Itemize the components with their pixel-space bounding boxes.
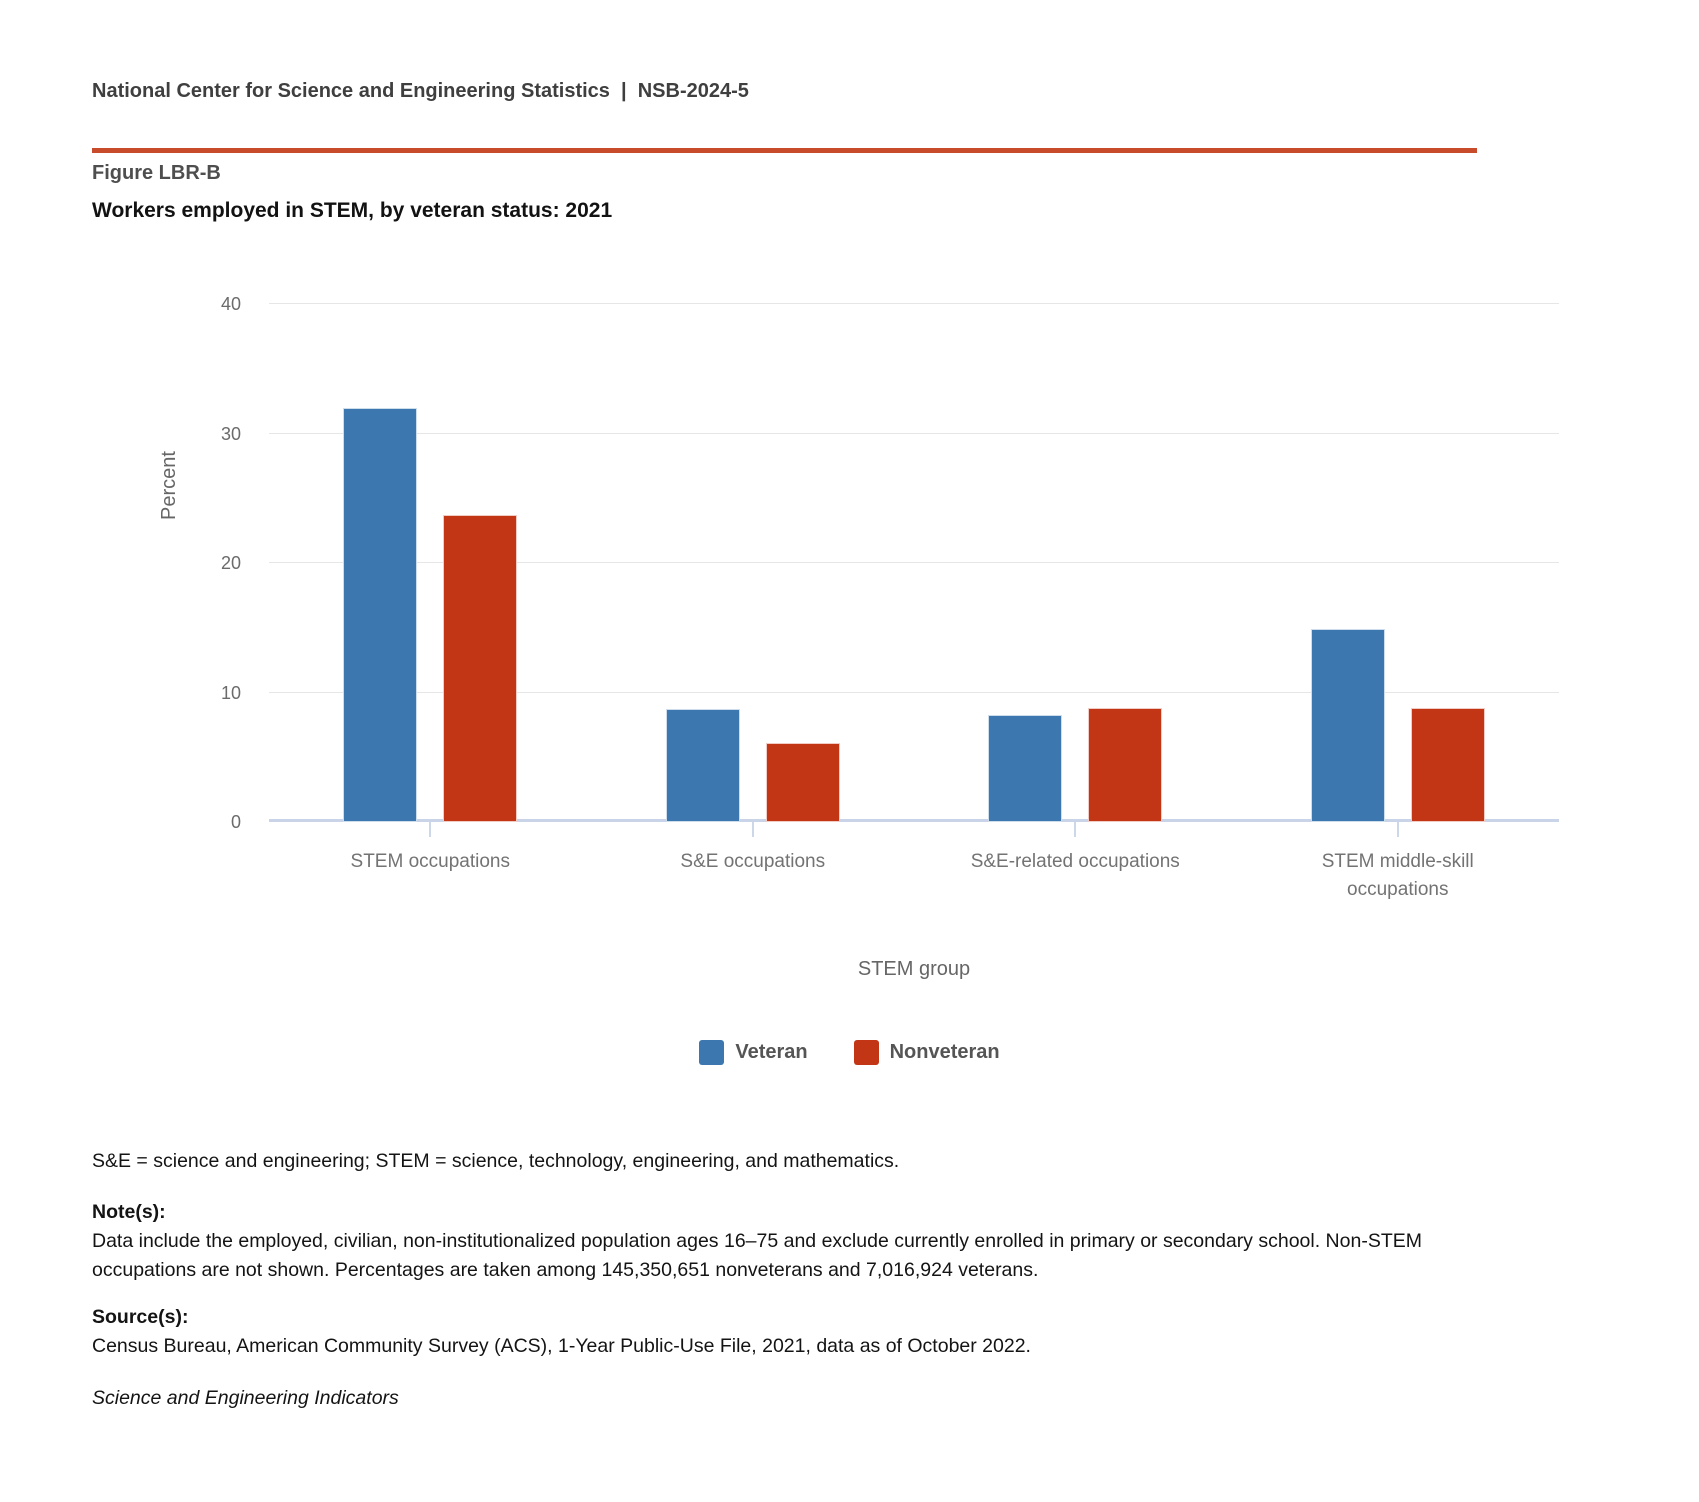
bar-group <box>1237 304 1560 822</box>
legend-item-nonveteran[interactable]: Nonveteran <box>853 1040 1000 1065</box>
y-tick-label: 40 <box>220 294 241 314</box>
bar-nonveteran[interactable] <box>1088 708 1163 822</box>
bar-group <box>269 304 592 822</box>
bar-group <box>592 304 915 822</box>
bar-group <box>914 304 1237 822</box>
y-tick-label: 30 <box>220 423 241 444</box>
gridline <box>269 303 1559 304</box>
attribution: Science and Engineering Indicators <box>92 1387 399 1409</box>
x-tick-mark <box>1074 822 1077 837</box>
header-rule <box>92 148 1477 153</box>
x-tick-mark <box>751 822 754 837</box>
x-axis-category-labels: STEM occupations S&E occupations S&E-relat… <box>269 848 1559 904</box>
page-title: Workers employed in STEM, by veteran sta… <box>92 199 613 222</box>
sources-body: Census Bureau, American Community Survey… <box>92 1335 1031 1357</box>
bar-groups <box>269 304 1559 822</box>
report-header: National Center for Science and Engineer… <box>92 80 749 102</box>
bar-veteran[interactable] <box>343 407 418 822</box>
chart-legend: Veteran Nonveteran <box>0 1040 1699 1065</box>
x-axis-baseline <box>269 819 1559 822</box>
y-axis-title: Percent <box>158 451 180 520</box>
x-category-label: STEM middle-skill occupations <box>1321 851 1474 900</box>
x-tick-mark <box>429 822 432 837</box>
x-category-label: S&E-related occupations <box>970 851 1180 872</box>
gridline <box>269 562 1559 563</box>
bar-chart-plot-area: 0 10 20 30 40 <box>221 295 1559 837</box>
bar-veteran[interactable] <box>665 709 740 822</box>
notes-body: Data include the employed, civilian, non… <box>92 1230 1422 1281</box>
bar-nonveteran[interactable] <box>765 743 840 822</box>
bar-veteran[interactable] <box>988 714 1063 822</box>
bar-nonveteran[interactable] <box>1410 708 1485 822</box>
legend-label: Nonveteran <box>889 1041 1000 1063</box>
y-tick-label: 10 <box>220 682 241 703</box>
x-axis-title: STEM group <box>857 958 971 980</box>
figure-label: Figure LBR-B <box>92 162 221 184</box>
x-category-label: S&E occupations <box>680 851 826 872</box>
x-label-cell: S&E occupations <box>592 848 915 904</box>
legend-swatch-icon <box>699 1040 725 1065</box>
bar-nonveteran[interactable] <box>443 515 518 822</box>
legend-swatch-icon <box>853 1040 879 1065</box>
legend-label: Veteran <box>735 1041 808 1063</box>
legend-item-veteran[interactable]: Veteran <box>699 1040 808 1065</box>
abbreviation-note: S&E = science and engineering; STEM = sc… <box>92 1150 900 1172</box>
gridline <box>269 691 1559 693</box>
x-label-cell: STEM middle-skill occupations <box>1237 848 1560 904</box>
y-tick-label: 20 <box>220 553 241 573</box>
x-category-label: STEM occupations <box>350 851 510 872</box>
bar-veteran[interactable] <box>1310 629 1385 822</box>
gridline <box>269 432 1559 434</box>
x-label-cell: S&E-related occupations <box>914 848 1237 904</box>
x-tick-mark <box>1396 822 1399 837</box>
notes-label: Note(s): <box>92 1201 166 1223</box>
y-tick-label: 0 <box>230 812 241 832</box>
x-label-cell: STEM occupations <box>269 848 592 904</box>
sources-label: Source(s): <box>92 1306 189 1328</box>
